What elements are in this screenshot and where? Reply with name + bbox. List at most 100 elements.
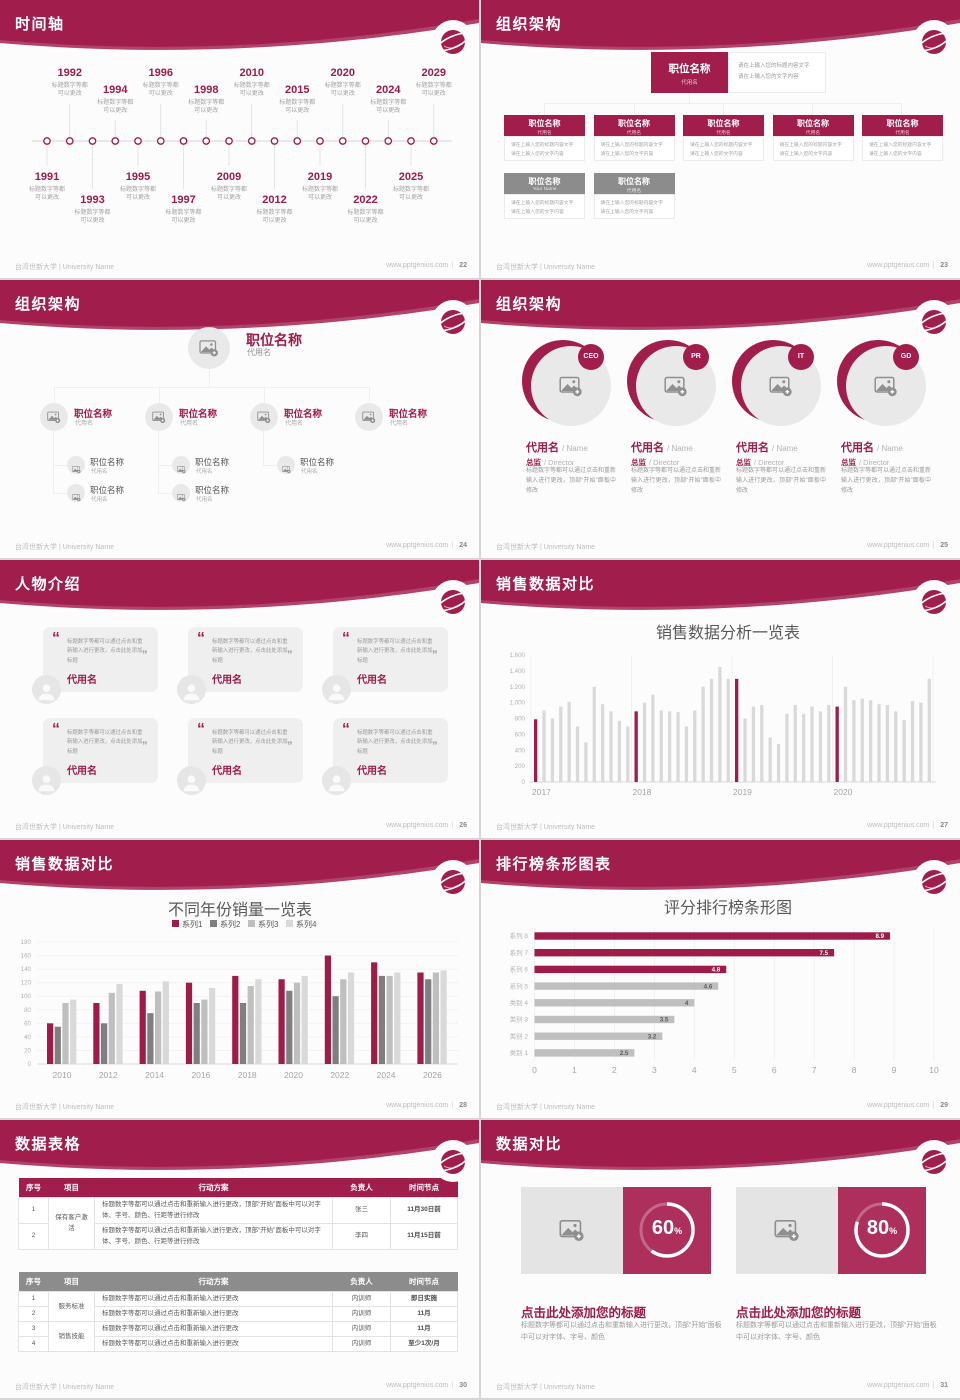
member-role-en: / Director: [544, 458, 575, 467]
footer-university: 台湾世新大学 | University Name: [496, 264, 596, 271]
bar: [440, 970, 447, 1064]
svg-text:标题数字等都: 标题数字等都: [97, 98, 133, 106]
member-name: 代用名: [357, 675, 387, 686]
bar: [735, 678, 739, 782]
quote-card: [333, 718, 448, 783]
avatar-circle: [40, 403, 68, 431]
svg-text:600: 600: [515, 731, 526, 738]
image-placeholder-icon: [874, 374, 898, 398]
x-tick-label: 2014: [145, 1070, 164, 1080]
column-header: 时间节点: [390, 1272, 458, 1292]
brand-globe-icon: [431, 579, 475, 623]
svg-text:可以更改: 可以更改: [103, 106, 127, 114]
bar: [902, 720, 906, 782]
bar: [802, 713, 806, 782]
x-tick-label: 2024: [377, 1070, 396, 1080]
avatar-circle: [355, 403, 383, 431]
bar: [626, 726, 630, 782]
timeline-dot: [134, 137, 142, 145]
timeline-year: 1993: [80, 194, 104, 206]
org-leaf-sub: 代用名: [196, 469, 213, 475]
role-badge: GD: [893, 344, 919, 370]
member-name-row: 代用名 / Name: [841, 438, 903, 456]
x-tick-label: 9: [892, 1065, 897, 1075]
bar: [651, 694, 655, 782]
slide-footer: 台湾世新大学 | University Name www.pptgenius.c…: [15, 822, 467, 831]
page-title: 销售数据对比: [496, 576, 596, 593]
bar: [286, 990, 293, 1064]
org-box-sub: 代用名: [537, 131, 552, 136]
x-tick-label: 7: [812, 1065, 817, 1075]
bar: [919, 702, 923, 782]
table-cell: 4: [18, 1336, 49, 1353]
bar: [885, 705, 890, 782]
timeline-year: 2010: [240, 67, 264, 79]
org-root-sub: 代用名: [681, 80, 698, 86]
table-cell: 至少1次/月: [390, 1336, 458, 1353]
table-cell: 张三: [332, 1197, 391, 1224]
bar: [567, 701, 571, 782]
legend-swatch: [210, 920, 217, 927]
member-role-row: 总监 / Director: [526, 452, 574, 470]
member-name: 代用名: [67, 766, 97, 777]
org-box-sub: 代用名: [716, 131, 731, 136]
svg-text:标题数字等都: 标题数字等都: [347, 208, 383, 216]
bar: [147, 1013, 154, 1064]
quote-text: 标题数字等都可以通过点击和重新输入进行更改，点击此处添加标题: [212, 639, 288, 664]
bar: [534, 982, 719, 990]
svg-text:1,400: 1,400: [510, 668, 526, 675]
org-leaf-sub: 代用名: [301, 469, 318, 475]
svg-text:可以更改: 可以更改: [308, 193, 332, 201]
timeline-year: 2022: [353, 194, 377, 206]
project-cell: 销售技能: [48, 1321, 95, 1353]
value-label: 3.5: [660, 1017, 669, 1024]
value-label: 4: [685, 1000, 689, 1007]
timeline-year: 2025: [399, 171, 423, 183]
slide-22-timeline: 时间轴 1991 标题数字等都 可以更改 1992 标题数字等都 可以更改 1993 标题数字…: [0, 0, 479, 278]
table-cell: 标题数字等都可以通过点击和重新输入进行更改: [94, 1336, 333, 1353]
image-placeholder-icon: [774, 1217, 800, 1243]
quote-card: [188, 627, 303, 692]
bar: [534, 1015, 675, 1024]
slide-footer: 台湾世新大学 | University Name www.pptgenius.c…: [496, 1382, 948, 1391]
org-box-name: 职位名称: [618, 177, 650, 186]
column-header: 时间节点: [390, 1178, 458, 1198]
svg-text:20: 20: [24, 1047, 31, 1054]
bar: [47, 1023, 54, 1064]
member-desc: 标题数字等都可以通过点击和重新输入进行更改，顶部“开始”面板中修改: [526, 468, 617, 495]
svg-text:可以更改: 可以更改: [80, 216, 104, 224]
org-box-header: 职位名称 代用名: [862, 115, 943, 136]
bar: [293, 982, 301, 1064]
org-box-header: 职位名称 代用名: [683, 115, 764, 136]
x-tick-label: 4: [692, 1065, 697, 1075]
bar: [101, 1023, 108, 1064]
org-branch-name: 职位名称: [179, 409, 218, 420]
footer-site: www.pptgenius.com: [386, 822, 449, 829]
page-title: 组织架构: [496, 16, 563, 33]
value-label: 7.5: [820, 950, 829, 957]
quote-text: 标题数字等都可以通过点击和重新输入进行更改，点击此处添加标题: [212, 730, 288, 755]
table-row: 2 标题数字等都可以通过点击和重新输入进行更改，顶部“开始”面板中可以对字体、字号…: [18, 1223, 458, 1250]
open-quote-icon: “: [197, 721, 205, 738]
table-cell: 即日实施: [390, 1290, 458, 1308]
person-avatar-icon: [32, 675, 61, 704]
role-badge: IT: [788, 344, 814, 370]
image-placeholder-icon: [72, 461, 81, 470]
footer-page-number: 31: [940, 1382, 948, 1389]
org-box-line: 请在上输入您的文字内容: [511, 210, 564, 216]
bar: [193, 1003, 200, 1064]
org-leaf-name: 职位名称: [90, 457, 125, 467]
bar: [869, 700, 873, 782]
x-tick-label: 2010: [53, 1070, 72, 1080]
slide-29-ranking-chart: 排行榜条形图表 评分排行榜条形图 0 1 2 3 4 5 6 7 8 9 10 系列 8 8.9 系列 7 7…: [481, 840, 960, 1118]
compare-heading: 点击此处添加您的标题: [521, 1306, 647, 1320]
org-box-body: 请在上输入您的标题内容文字 请在上输入您的文字内容: [504, 136, 585, 161]
percent-value: 80%: [838, 1217, 926, 1240]
org-member-circles: CEO 代用名 / Name 总监 / Director 标题数字等都可以通过点击和重新输…: [481, 280, 960, 558]
svg-text:80: 80: [24, 1007, 31, 1014]
footer-university: 台湾世新大学 | University Name: [15, 824, 115, 831]
footer-university: 台湾世新大学 | University Name: [15, 1104, 115, 1111]
progress-ring: [854, 1202, 910, 1258]
timeline-dot: [65, 137, 74, 145]
page-title: 销售数据对比: [15, 856, 115, 873]
